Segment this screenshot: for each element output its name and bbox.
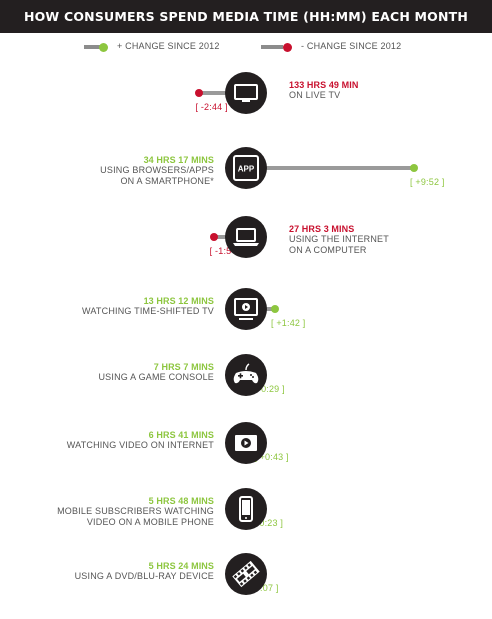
change-bar (246, 166, 414, 170)
row-value: 133 HRS 49 MIN (289, 80, 359, 90)
row-description: USING A GAME CONSOLE (98, 372, 214, 382)
row-text: 27 HRS 3 MINS USING THE INTERNET ON A COMP… (289, 224, 389, 256)
row-value: 7 HRS 7 MINS (153, 362, 214, 372)
game-controller-icon (225, 354, 267, 396)
legend-positive-label: + CHANGE SINCE 2012 (117, 41, 220, 51)
row-text: 5 HRS 24 MINS USING A DVD/BLU-RAY DEVICE (75, 561, 214, 582)
row-text: 133 HRS 49 MIN ON LIVE TV (289, 80, 358, 101)
time-shifted-tv-icon (225, 288, 267, 330)
change-label: [ -2:44 ] (195, 102, 228, 112)
legend-negative-line (261, 45, 283, 49)
chart-row: [ +0:43 ] 6 HRS 41 MINS WATCHING VIDEO ON … (0, 418, 492, 488)
row-value: 27 HRS 3 MINS (289, 224, 355, 234)
chart-row: [ +0:23 ] 5 HRS 48 MINS MOBILE SUBSCRIBERS… (0, 484, 492, 554)
row-description: ON LIVE TV (289, 90, 341, 100)
row-description: USING BROWSERS/APPS (100, 165, 214, 175)
svg-text:APP: APP (238, 165, 255, 174)
change-label: [ +0:23 ] (248, 518, 284, 528)
film-strip-icon (225, 553, 267, 595)
chart-title: HOW CONSUMERS SPEND MEDIA TIME (HH:MM) E… (0, 0, 492, 33)
change-dot (195, 89, 204, 97)
tv-icon (225, 72, 267, 114)
change-dot (270, 305, 279, 313)
row-text: 13 HRS 12 MINS WATCHING TIME-SHIFTED TV (82, 296, 214, 317)
legend-negative-dot (283, 42, 292, 52)
legend-positive-dot (99, 42, 108, 52)
row-text: 7 HRS 7 MINS USING A GAME CONSOLE (98, 362, 214, 383)
change-dot (209, 233, 218, 241)
row-description: ON A COMPUTER (289, 245, 367, 255)
row-description: WATCHING VIDEO ON INTERNET (66, 440, 214, 450)
app-icon: APP (225, 147, 267, 189)
legend-negative-label: - CHANGE SINCE 2012 (301, 41, 402, 51)
laptop-icon (225, 216, 267, 258)
chart-row: [ -2:44 ] 133 HRS 49 MIN ON LIVE TV (0, 68, 492, 138)
chart-row: [ -1:54 ] 27 HRS 3 MINS USING THE INTERNET… (0, 212, 492, 282)
row-description: WATCHING TIME-SHIFTED TV (82, 306, 214, 316)
row-text: 5 HRS 48 MINS MOBILE SUBSCRIBERS WATCHING… (57, 496, 214, 528)
change-label: [ -1:54 ] (209, 246, 242, 256)
chart-row: [ +0:29 ] 7 HRS 7 MINS USING A GAME CONSOL… (0, 350, 492, 420)
chart-row: [ +1:42 ] 13 HRS 12 MINS WATCHING TIME-SHI… (0, 284, 492, 354)
row-description: VIDEO ON A MOBILE PHONE (86, 517, 214, 527)
legend: + CHANGE SINCE 2012 - CHANGE SINCE 2012 (0, 38, 492, 58)
row-description: MOBILE SUBSCRIBERS WATCHING (57, 506, 214, 516)
chart-row: [ +9:52 ] APP 34 HRS 17 MINS USING BROWSERS… (0, 143, 492, 213)
row-value: 5 HRS 24 MINS (148, 561, 214, 571)
row-description: USING THE INTERNET (289, 234, 389, 244)
mobile-phone-icon (225, 488, 267, 530)
row-value: 5 HRS 48 MINS (148, 496, 214, 506)
row-value: 13 HRS 12 MINS (143, 296, 214, 306)
row-description: ON A SMARTPHONE* (120, 176, 214, 186)
legend-positive-line (84, 45, 104, 49)
change-label: [ +1:42 ] (270, 318, 306, 328)
change-bar (199, 91, 246, 95)
row-text: 34 HRS 17 MINS USING BROWSERS/APPS ON A SM… (100, 155, 214, 187)
row-text: 6 HRS 41 MINS WATCHING VIDEO ON INTERNET (67, 430, 214, 451)
change-dot (410, 164, 418, 172)
change-label: [ +0:29 ] (250, 384, 285, 394)
video-play-icon (225, 422, 267, 464)
row-description: USING A DVD/BLU-RAY DEVICE (74, 571, 214, 581)
row-value: 34 HRS 17 MINS (143, 155, 214, 165)
change-label: [ +0:43 ] (254, 452, 289, 462)
row-value: 6 HRS 41 MINS (148, 430, 214, 440)
change-label: [ +9:52 ] (410, 177, 445, 187)
